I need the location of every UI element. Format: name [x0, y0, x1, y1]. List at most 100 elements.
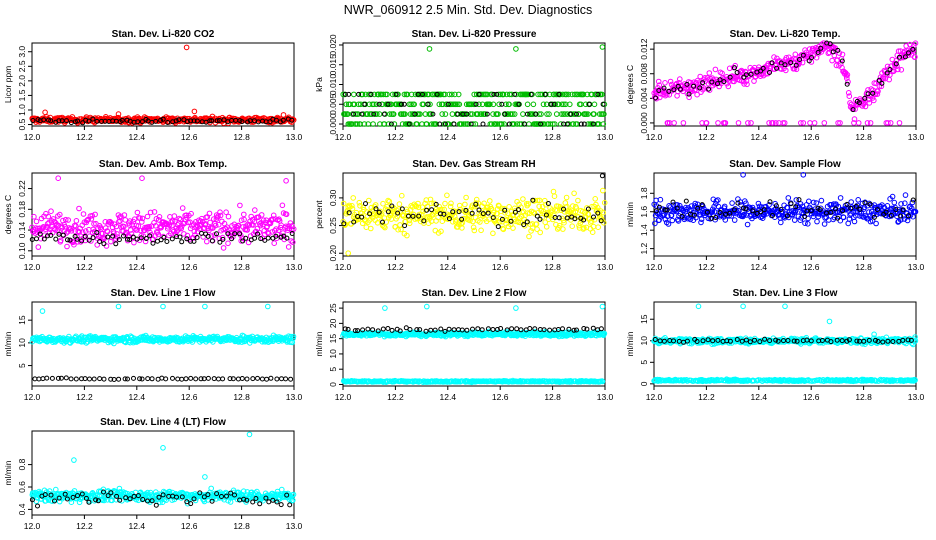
data-point	[599, 303, 606, 310]
data-point	[80, 211, 87, 217]
data-point	[94, 242, 100, 248]
plot-frame	[31, 42, 295, 127]
data-point	[60, 232, 66, 238]
x-tick-label: 12.0	[335, 392, 352, 402]
data-point	[248, 213, 254, 220]
data-point	[264, 376, 270, 382]
data-point	[82, 233, 88, 239]
data-point	[104, 228, 111, 235]
data-point	[225, 213, 232, 220]
data-point	[745, 120, 751, 126]
data-point	[244, 376, 250, 382]
data-point	[421, 218, 427, 224]
data-point	[179, 376, 185, 382]
data-point	[743, 72, 749, 78]
data-point	[569, 223, 576, 229]
data-point	[656, 88, 662, 93]
y-tick-label: 0	[639, 381, 649, 386]
plot-frame	[653, 42, 917, 127]
data-point	[131, 375, 136, 381]
y-tick-label: 2.0	[17, 75, 27, 87]
panel-title: Stan. Dev. Amb. Box Temp.	[99, 159, 227, 170]
data-point	[284, 235, 290, 241]
data-point	[124, 117, 130, 123]
data-point	[97, 376, 103, 382]
data-point	[674, 205, 680, 211]
data-point	[384, 91, 390, 98]
data-point	[870, 90, 876, 96]
data-point	[528, 228, 534, 234]
data-point	[402, 111, 408, 117]
data-point	[697, 79, 703, 85]
data-point	[766, 120, 772, 126]
data-point	[502, 111, 508, 117]
data-point	[910, 197, 916, 203]
data-point	[360, 327, 366, 333]
y-tick-label: 15	[639, 314, 649, 324]
data-point	[420, 91, 425, 97]
data-point	[342, 91, 348, 97]
data-point	[534, 226, 540, 232]
data-point	[94, 230, 100, 236]
data-point	[121, 233, 126, 239]
data-point	[349, 121, 355, 127]
y-tick-label: 0.012	[639, 38, 649, 60]
data-point	[582, 101, 589, 108]
data-point	[499, 121, 505, 127]
data-point	[452, 91, 458, 98]
data-point	[395, 210, 401, 216]
data-point	[698, 219, 704, 226]
x-tick-label: 13.0	[286, 392, 303, 402]
data-point	[862, 200, 868, 206]
y-axis-label: kPa	[314, 77, 324, 92]
panel-title: Stan. Dev. Line 2 Flow	[422, 288, 527, 299]
data-point	[837, 195, 844, 201]
data-point	[354, 121, 361, 127]
data-point	[837, 120, 843, 126]
data-point	[534, 213, 540, 219]
data-point	[89, 212, 95, 219]
data-point	[655, 78, 662, 85]
data-point	[564, 121, 570, 127]
x-tick-label: 12.2	[698, 392, 715, 402]
data-point	[670, 199, 676, 205]
x-tick-label: 12.0	[646, 392, 663, 402]
data-point	[258, 212, 265, 218]
data-point	[770, 120, 776, 126]
data-point	[785, 195, 792, 201]
data-point	[290, 333, 297, 340]
data-point	[800, 52, 806, 58]
data-point	[456, 101, 463, 108]
data-point	[395, 226, 401, 233]
data-point	[581, 326, 587, 331]
data-point	[591, 214, 596, 220]
data-point	[521, 222, 527, 228]
data-point	[111, 377, 117, 382]
data-point	[512, 91, 518, 97]
data-point	[178, 225, 184, 232]
x-tick-label: 12.4	[751, 392, 768, 402]
data-point	[111, 230, 117, 236]
data-point	[534, 197, 541, 204]
x-tick-label: 12.8	[855, 392, 872, 402]
data-point	[853, 203, 859, 209]
data-point	[412, 111, 418, 117]
data-point	[748, 71, 754, 77]
data-point	[513, 305, 519, 311]
data-point	[245, 239, 252, 246]
x-tick-label: 12.6	[181, 132, 198, 142]
y-tick-label: 5	[17, 363, 27, 368]
data-point	[898, 201, 904, 207]
data-point	[151, 220, 157, 226]
data-point	[706, 70, 713, 76]
data-point	[855, 197, 862, 203]
data-point	[351, 91, 357, 98]
series-all	[340, 44, 608, 127]
y-tick-label: 0	[328, 382, 338, 387]
y-tick-label: 1.2	[639, 242, 649, 254]
data-point	[273, 233, 279, 239]
data-point	[910, 46, 916, 52]
y-tick-label: 0.30	[328, 189, 338, 206]
data-point	[715, 197, 721, 203]
data-point	[652, 220, 658, 227]
